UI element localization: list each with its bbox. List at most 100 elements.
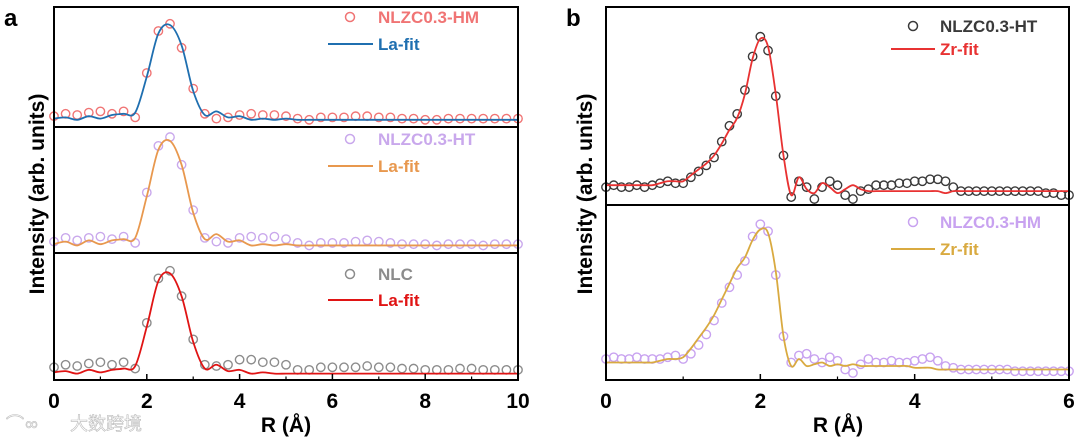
data-point [223,359,233,370]
data-point [269,231,280,242]
data-point [501,239,512,250]
data-point [397,113,407,124]
data-point [455,239,465,250]
data-point [755,31,766,42]
fit-line-La-fit [53,138,518,247]
data-point [118,231,129,242]
data-point [809,354,820,364]
data-point [130,238,141,248]
data-point [932,355,943,366]
data-point [408,113,419,124]
data-point [315,112,326,123]
data-point [848,194,858,204]
data-point [455,363,465,374]
y-axis-title-b: Intensity (arb. units) [574,94,597,295]
x-tick-label: 8 [419,390,431,413]
data-point [107,359,117,370]
data-point [373,362,384,373]
data-point [501,113,512,124]
legend-marker-data [907,216,919,228]
data-point [385,362,396,373]
data-point [608,352,619,363]
x-tick-label: 6 [327,390,339,413]
data-series-NLC [49,265,523,375]
data-point [350,362,361,373]
subplot-3: NLC La-fit [49,252,523,375]
data-point [72,110,83,120]
data-point [315,362,326,373]
y-axis-title-a: Intensity (arb. units) [26,94,49,295]
data-point [199,108,210,119]
x-tick-label: 0 [600,390,612,413]
data-point [339,112,349,123]
legend-label-data: NLZC0.3-HM [940,213,1041,232]
legend-label-data: NLZC0.3-HT [940,17,1038,36]
data-point [281,234,291,245]
legend-label-fit: La-fit [378,35,420,54]
data-point [292,238,303,248]
data-point [315,238,326,248]
data-point [211,236,222,247]
panel-b: NLZC0.3-HT Zr-fit NLZC0.3-HM Zr-fit 0 2 4 6 [600,6,1075,413]
data-point [917,354,928,364]
data-point [824,176,835,187]
data-point [420,239,431,250]
data-point [72,235,83,246]
data-point [925,352,935,363]
data-point [176,291,187,302]
data-point [466,363,477,374]
data-point [948,362,959,373]
data-point [176,159,187,170]
data-point [408,239,419,250]
subplot-1: NLZC0.3-HT Zr-fit [601,17,1074,204]
data-point [292,113,303,124]
data-point [809,194,820,204]
legend-marker-data [344,11,356,23]
data-point [83,232,94,243]
data-point [489,113,500,124]
data-point [685,172,696,183]
data-point [234,110,245,120]
legend-label-fit: Zr-fit [940,40,979,59]
data-point [478,113,489,124]
x-axis-title-b: R (Å) [813,413,863,437]
data-series-NLZC0.3-HT [49,132,523,251]
data-point [886,355,897,366]
subplot-2: NLZC0.3-HT La-fit [49,126,523,251]
data-series-NLZC0.3-HT [601,31,1074,204]
watermark-text: 大数跨境 [70,414,142,435]
data-point [72,361,83,371]
data-point [489,239,500,250]
data-point [362,235,373,246]
data-point [855,359,866,370]
data-point [118,357,129,368]
legend-label-data: NLZC0.3-HM [378,8,479,27]
data-point [234,232,245,243]
data-point [443,113,454,124]
data-point [801,182,812,193]
fit-line-La-fit [53,271,518,375]
data-point [246,108,257,119]
x-tick-label: 2 [141,390,153,413]
data-point [863,184,874,195]
data-point [701,160,712,171]
data-point [362,361,373,371]
data-point [246,231,257,242]
data-point [786,192,797,202]
data-point [211,113,222,124]
fit-line-La-fit [53,23,518,121]
legend-marker-data [344,268,356,280]
x-tick-label: 6 [1063,390,1075,413]
data-point [95,231,106,242]
data-point [199,232,210,243]
fit-line-Zr-fit [606,36,1069,197]
data-point [83,358,94,369]
panel-label-b: b [566,5,581,32]
x-tick-label: 4 [234,390,246,413]
data-point [327,112,338,123]
subplot-1: NLZC0.3-HM La-fit [49,8,523,125]
data-point [95,357,106,368]
data-point [373,112,384,123]
data-point [678,178,689,189]
